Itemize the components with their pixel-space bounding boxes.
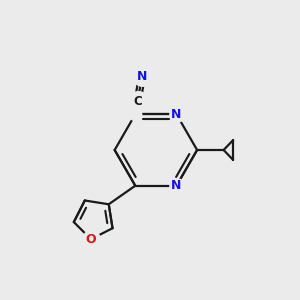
Point <box>135 99 140 104</box>
Point <box>140 74 144 79</box>
Point <box>174 112 179 117</box>
Point <box>133 112 138 117</box>
Text: C: C <box>133 95 142 108</box>
Text: N: N <box>171 108 182 121</box>
Point <box>174 183 179 188</box>
Text: N: N <box>137 70 147 83</box>
Point <box>88 237 93 242</box>
Text: N: N <box>171 179 182 192</box>
Text: O: O <box>85 233 96 246</box>
